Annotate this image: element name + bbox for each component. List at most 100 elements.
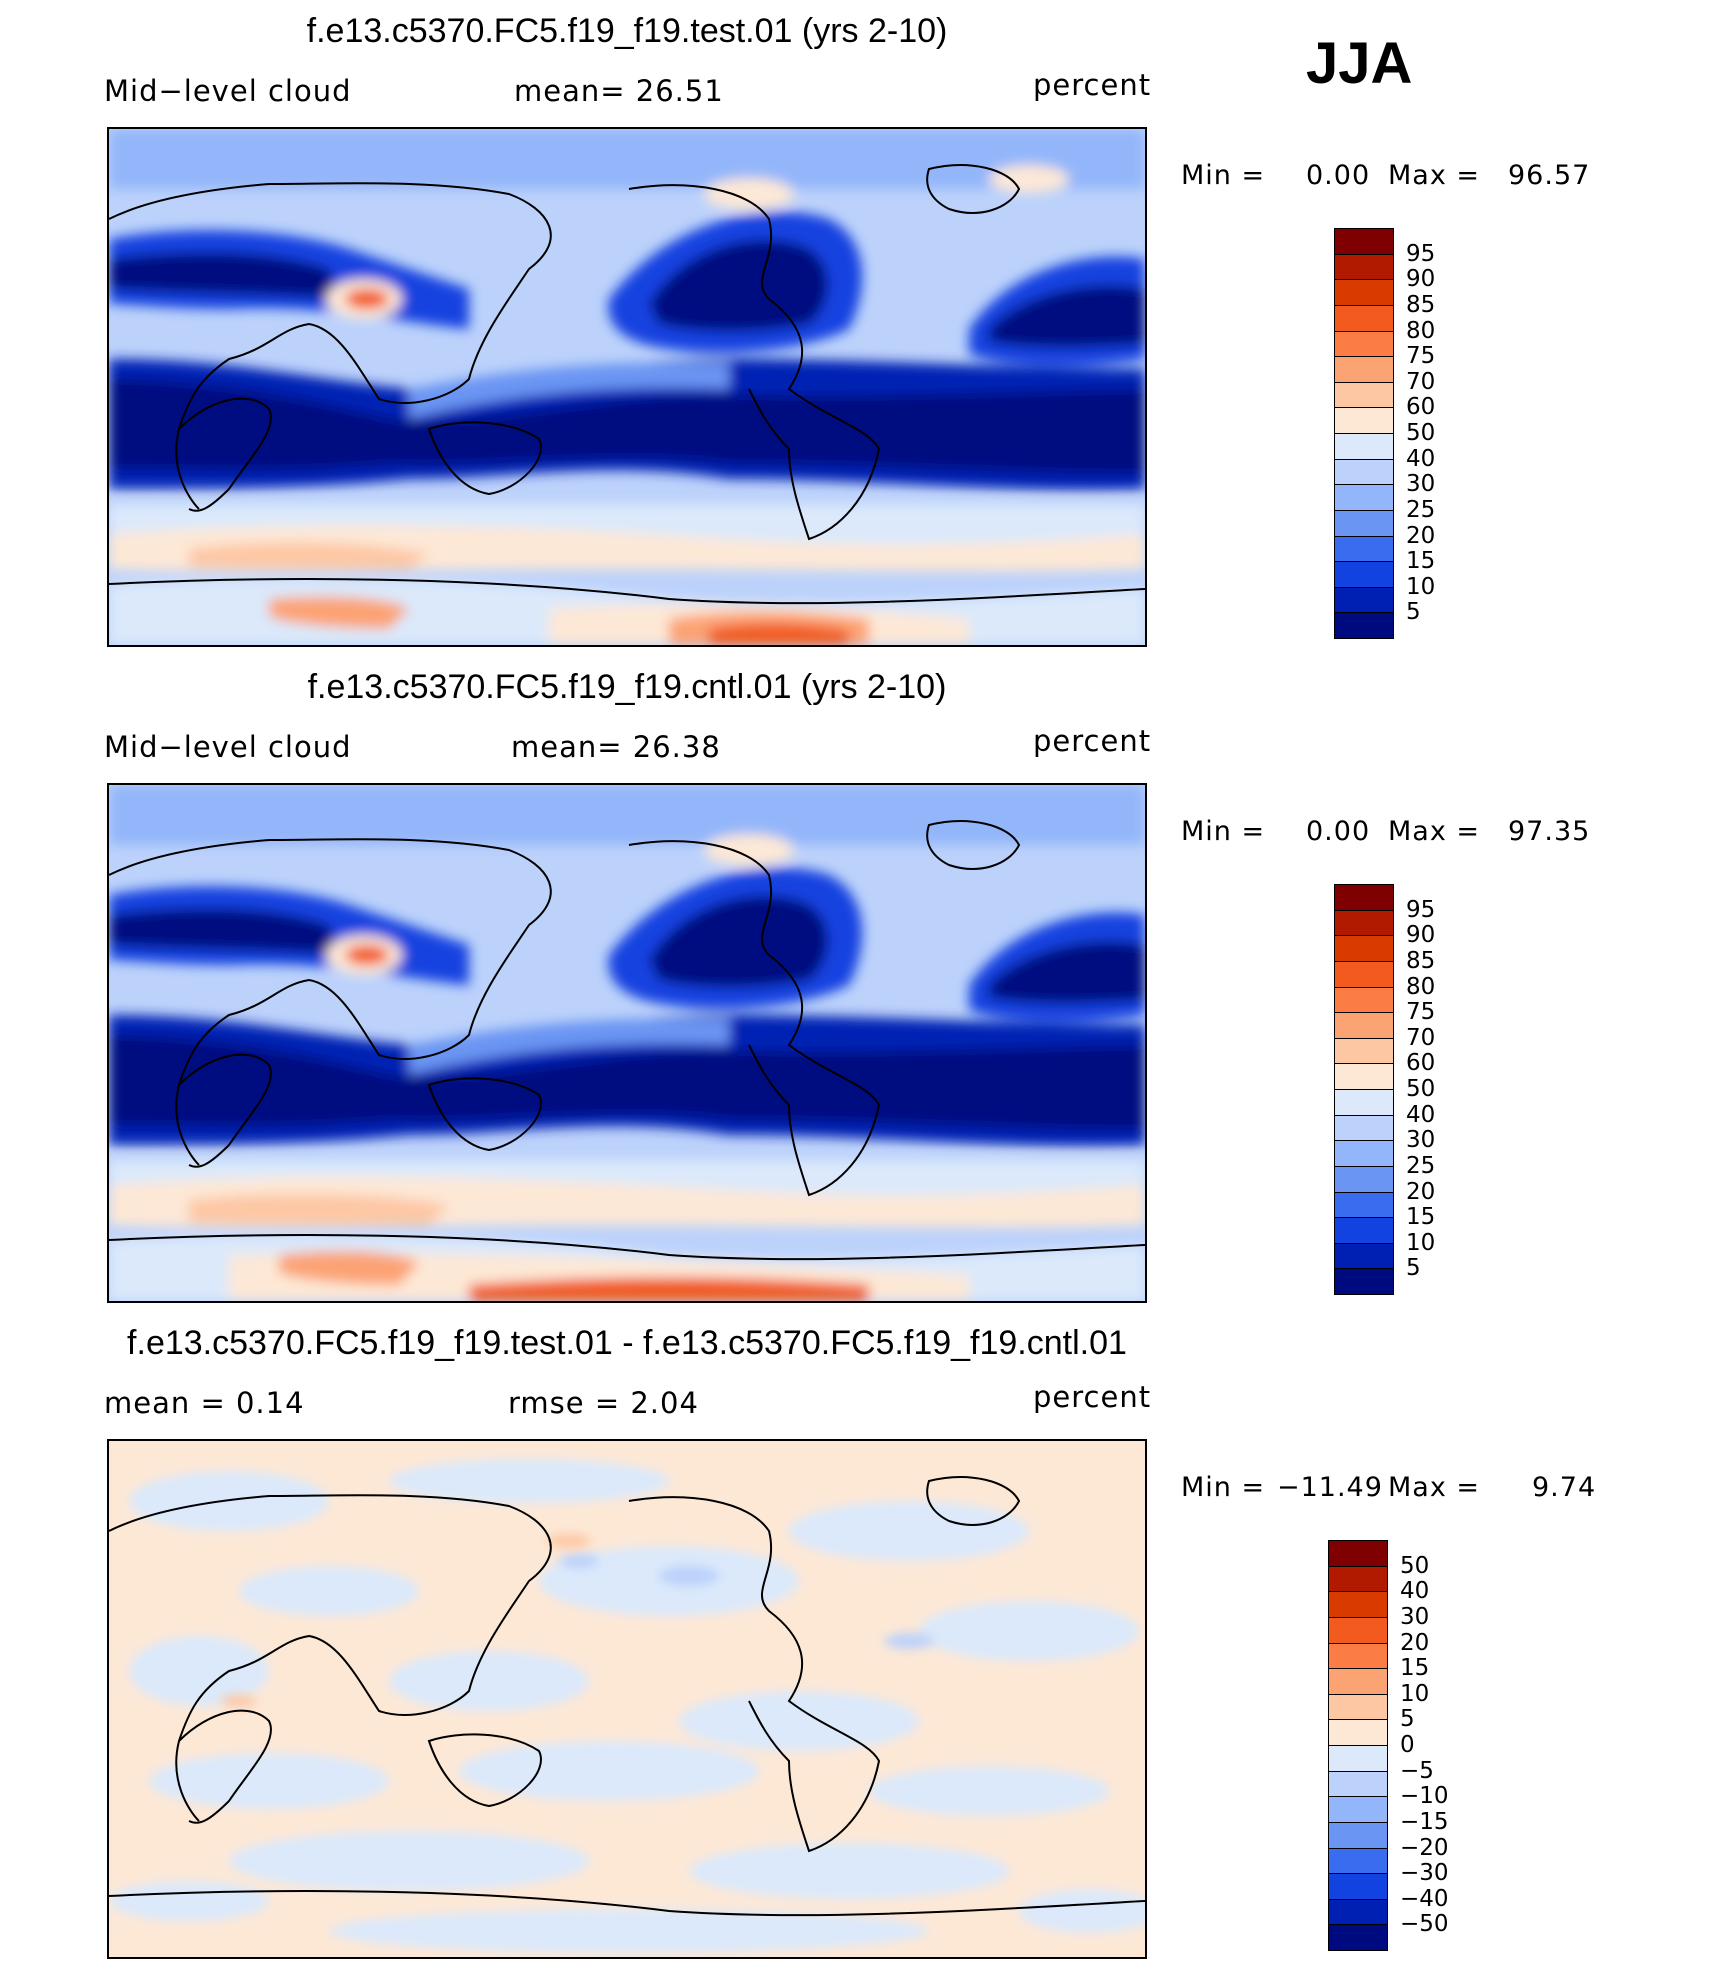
colorbar-tick-label: 30 — [1406, 471, 1436, 498]
colorbar-tick-label: 50 — [1406, 1076, 1436, 1102]
colorbar-tick-label: 15 — [1406, 1204, 1436, 1231]
colorbar-swatch — [1334, 1089, 1394, 1116]
colorbar-swatch — [1334, 356, 1394, 383]
colorbar-tick-label: 5 — [1400, 1706, 1415, 1733]
panel3-min-value: −11.49 — [1277, 1472, 1383, 1503]
colorbar-swatch — [1328, 1668, 1388, 1695]
colorbar-swatch — [1334, 1242, 1394, 1270]
colorbar-swatch — [1328, 1591, 1388, 1618]
colorbar-swatch — [1334, 1037, 1394, 1065]
panel2-coastlines — [109, 820, 1145, 1261]
colorbar-swatch — [1334, 484, 1394, 511]
colorbar-swatch — [1334, 535, 1394, 563]
colorbar-swatch — [1328, 1693, 1388, 1721]
colorbar-swatch — [1328, 1745, 1388, 1772]
colorbar-swatch — [1334, 433, 1394, 460]
panel2-min-value: 0.00 — [1306, 816, 1371, 847]
colorbar-swatch — [1328, 1821, 1388, 1849]
colorbar-swatch — [1334, 986, 1394, 1014]
colorbar-swatch — [1334, 1012, 1394, 1039]
colorbar-tick-label: 20 — [1406, 522, 1436, 549]
panel1-min-label: Min = — [1181, 160, 1266, 191]
colorbar-swatch — [1334, 935, 1394, 962]
panel2-title: f.e13.c5370.FC5.f19_f19.cntl.01 (yrs 2-1… — [307, 668, 947, 706]
colorbar-swatch — [1334, 381, 1394, 409]
colorbar-tick-label: 85 — [1406, 947, 1436, 974]
panel1-contour-field — [109, 129, 1145, 645]
colorbar-tick-label: 30 — [1406, 1127, 1436, 1154]
panel2-min-label: Min = — [1181, 816, 1266, 847]
colorbar-tick-label: 40 — [1406, 445, 1436, 472]
colorbar-tick-label: −10 — [1400, 1783, 1449, 1810]
colorbar-tick-label: 25 — [1406, 496, 1436, 523]
panel1-max-label: Max = — [1388, 160, 1481, 191]
panel1-coastlines — [109, 164, 1145, 605]
panel1-max-value: 96.57 — [1508, 160, 1591, 191]
colorbar-tick-label: 95 — [1406, 896, 1436, 923]
panel3-contour-field — [109, 1441, 1145, 1957]
colorbar-tick-label: 10 — [1406, 1229, 1436, 1256]
colorbar-tick-label: 20 — [1406, 1178, 1436, 1205]
panel1-title: f.e13.c5370.FC5.f19_f19.test.01 (yrs 2-1… — [306, 12, 948, 50]
colorbar-tick-label: −15 — [1400, 1808, 1449, 1835]
colorbar-swatch — [1334, 458, 1394, 486]
colorbar-tick-label: 90 — [1406, 922, 1436, 949]
colorbar-swatch — [1334, 279, 1394, 306]
colorbar-swatch — [1334, 1140, 1394, 1167]
colorbar-swatch — [1328, 1847, 1388, 1875]
colorbar-swatch — [1334, 960, 1394, 988]
panel2-variable-label: Mid−level cloud — [104, 730, 352, 764]
colorbar-swatch — [1328, 1796, 1388, 1823]
colorbar-swatch — [1328, 1898, 1388, 1926]
colorbar-tick-label: 80 — [1406, 317, 1436, 344]
colorbar-tick-label: 50 — [1400, 1552, 1430, 1579]
colorbar-tick-label: −40 — [1400, 1885, 1449, 1912]
season-label: JJA — [1306, 31, 1413, 96]
colorbar-swatch — [1334, 1063, 1394, 1090]
colorbar-swatch — [1334, 330, 1394, 358]
colorbar-swatch — [1328, 1770, 1388, 1798]
colorbar-tick-label: 40 — [1400, 1578, 1430, 1605]
colorbar-swatch — [1328, 1616, 1388, 1644]
colorbar-swatch — [1334, 1268, 1394, 1295]
colorbar-swatch — [1328, 1719, 1388, 1746]
colorbar-swatch — [1334, 407, 1394, 434]
colorbar-tick-label: 10 — [1406, 573, 1436, 600]
colorbar-swatch — [1334, 1165, 1394, 1193]
panel3-min-label: Min = — [1181, 1472, 1266, 1503]
panel2-max-value: 97.35 — [1508, 816, 1591, 847]
colorbar-tick-label: 60 — [1406, 1050, 1436, 1077]
colorbar-tick-label: 20 — [1400, 1629, 1430, 1656]
panel2-max-label: Max = — [1388, 816, 1481, 847]
panel3-units-label: percent — [1033, 1380, 1152, 1414]
colorbar-tick-label: 50 — [1406, 420, 1436, 446]
colorbar-swatch — [1334, 884, 1394, 911]
panel1-colorbar: 95 90 85 80 75 70 60 50 40 30 25 20 15 10 5 — [1334, 228, 1484, 639]
colorbar-tick-label: −50 — [1400, 1911, 1449, 1938]
colorbar-swatch — [1328, 1924, 1388, 1951]
panel2-contour-field — [109, 785, 1145, 1301]
colorbar-swatch — [1328, 1540, 1388, 1567]
colorbar-tick-label: 95 — [1406, 240, 1436, 267]
colorbar-tick-label: 15 — [1400, 1655, 1430, 1682]
panel1-map — [107, 127, 1147, 647]
colorbar-swatch — [1334, 909, 1394, 937]
colorbar-swatch — [1334, 304, 1394, 332]
colorbar-tick-label: 90 — [1406, 266, 1436, 293]
colorbar-tick-label: 75 — [1406, 999, 1436, 1026]
colorbar-swatch — [1334, 612, 1394, 639]
colorbar-swatch — [1334, 228, 1394, 255]
panel3-coastlines — [109, 1476, 1145, 1917]
colorbar-tick-label: 80 — [1406, 973, 1436, 1000]
panel1-units-label: percent — [1033, 68, 1152, 102]
panel3-mean-label: mean = 0.14 — [104, 1386, 305, 1420]
panel2-map — [107, 783, 1147, 1303]
colorbar-tick-label: 25 — [1406, 1152, 1436, 1179]
colorbar-swatch — [1334, 1217, 1394, 1244]
colorbar-tick-label: 15 — [1406, 548, 1436, 575]
colorbar-swatch — [1328, 1873, 1388, 1900]
panel1-min-value: 0.00 — [1306, 160, 1371, 191]
panel1-mean-label: mean= 26.51 — [514, 74, 724, 108]
panel3-max-value: 9.74 — [1532, 1472, 1597, 1503]
panel3-colorbar: 50 40 30 20 15 10 5 0 −5 −10 −15 −20 −30 −40 −50 — [1328, 1540, 1478, 1951]
